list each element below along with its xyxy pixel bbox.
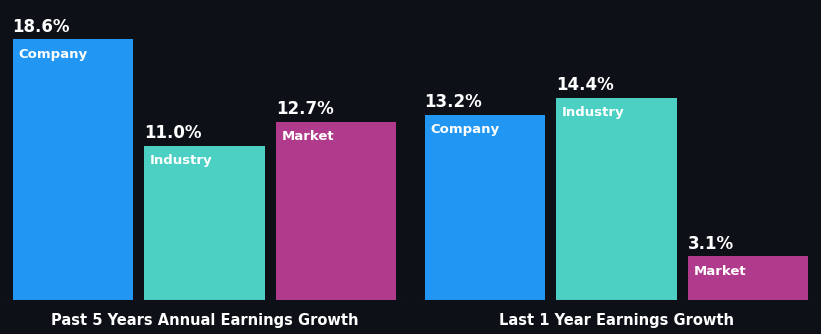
- Text: Industry: Industry: [150, 154, 213, 167]
- Text: 13.2%: 13.2%: [424, 93, 482, 111]
- Text: 11.0%: 11.0%: [144, 124, 202, 142]
- Text: 14.4%: 14.4%: [557, 76, 614, 95]
- Bar: [12, 39, 133, 300]
- Text: 3.1%: 3.1%: [688, 235, 734, 253]
- Text: Market: Market: [282, 130, 334, 143]
- Text: Company: Company: [430, 123, 499, 136]
- X-axis label: Last 1 Year Earnings Growth: Last 1 Year Earnings Growth: [499, 313, 734, 328]
- Text: 12.7%: 12.7%: [276, 100, 334, 118]
- Bar: [144, 146, 264, 300]
- Bar: [557, 98, 677, 300]
- Bar: [424, 115, 545, 300]
- Text: Industry: Industry: [562, 106, 625, 119]
- Text: Market: Market: [694, 265, 746, 278]
- X-axis label: Past 5 Years Annual Earnings Growth: Past 5 Years Annual Earnings Growth: [51, 313, 358, 328]
- Bar: [688, 256, 809, 300]
- Text: 18.6%: 18.6%: [12, 18, 70, 36]
- Bar: [276, 122, 397, 300]
- Text: Company: Company: [18, 47, 87, 60]
